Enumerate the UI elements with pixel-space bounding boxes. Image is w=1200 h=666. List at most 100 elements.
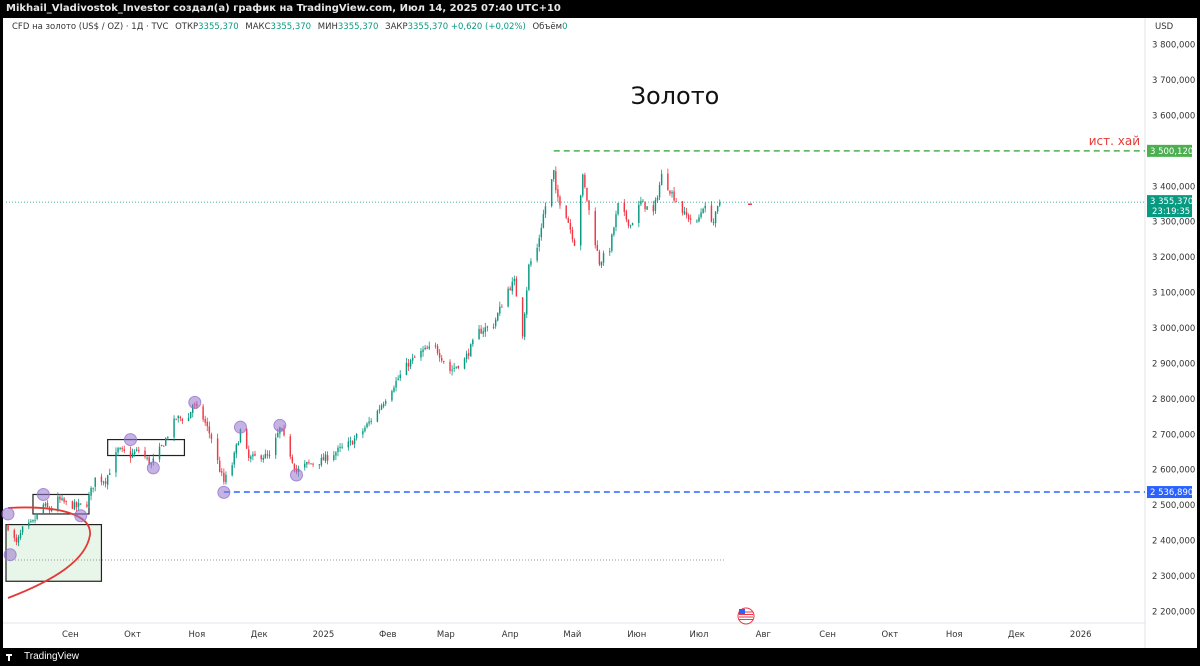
low-label: МИН bbox=[317, 22, 338, 32]
tradingview-logo[interactable]: TradingView bbox=[6, 648, 79, 666]
candle-body bbox=[210, 434, 213, 439]
y-tick-label: 3 100,000 bbox=[1152, 289, 1195, 299]
x-tick-label: Июл bbox=[690, 630, 709, 640]
swing-point-marker bbox=[123, 433, 137, 447]
candle-body bbox=[131, 453, 134, 458]
candle-body bbox=[714, 211, 717, 224]
y-tick-label: 2 300,000 bbox=[1152, 572, 1195, 582]
candle-body bbox=[436, 346, 439, 354]
candle-body bbox=[88, 495, 90, 507]
symbol-name[interactable]: CFD на золото (US$ / OZ) · 1Д · TVC bbox=[12, 22, 169, 32]
candle-body bbox=[542, 214, 545, 228]
candle-body bbox=[515, 278, 518, 297]
y-tick-label: 2 900,000 bbox=[1152, 359, 1195, 369]
y-tick-label: 2 800,000 bbox=[1152, 395, 1195, 405]
candle-body bbox=[698, 217, 700, 222]
candle-body bbox=[470, 344, 472, 357]
x-tick-label: Мар bbox=[437, 630, 455, 640]
candle-body bbox=[380, 405, 383, 410]
candle-body bbox=[173, 418, 175, 438]
candle-body bbox=[231, 465, 233, 476]
candle-body bbox=[449, 361, 451, 372]
symbol-info-bar: CFD на золото (US$ / OZ) · 1Д · TVC ОТКР… bbox=[12, 22, 568, 32]
candle-body bbox=[484, 327, 487, 332]
candle-body bbox=[571, 229, 574, 240]
y-tick-label: 2 700,000 bbox=[1152, 430, 1195, 440]
candle-body bbox=[44, 503, 47, 506]
candle-body bbox=[221, 471, 223, 473]
candle-body bbox=[689, 218, 692, 220]
candle-body bbox=[322, 457, 325, 461]
candle-body bbox=[667, 173, 669, 190]
candle-body bbox=[602, 253, 605, 263]
candle-body bbox=[102, 481, 105, 483]
candle-body bbox=[397, 378, 399, 381]
y-tick-label: 3 700,000 bbox=[1152, 76, 1195, 86]
candle-body bbox=[237, 443, 240, 446]
candle-body bbox=[225, 474, 227, 483]
candle-body bbox=[73, 502, 76, 510]
candle-body bbox=[683, 211, 686, 214]
candle-body bbox=[704, 205, 706, 209]
x-tick-label: Май bbox=[563, 630, 581, 640]
candle-body bbox=[364, 427, 366, 432]
candle-body bbox=[61, 498, 63, 500]
candle-body bbox=[391, 391, 393, 401]
candle-body bbox=[48, 507, 51, 512]
candle-body bbox=[277, 432, 279, 437]
candle-body bbox=[17, 536, 20, 543]
candle-body bbox=[681, 201, 684, 213]
x-tick-label: 2026 bbox=[1070, 630, 1092, 640]
candle-body bbox=[567, 218, 570, 223]
candle-body bbox=[507, 288, 509, 307]
candle-body bbox=[30, 521, 32, 523]
candle-body bbox=[75, 502, 78, 508]
candle-body bbox=[349, 440, 352, 442]
candle-body bbox=[206, 421, 208, 427]
candle-body bbox=[19, 533, 22, 538]
candle-body bbox=[121, 447, 123, 449]
zone-rectangle bbox=[5, 523, 103, 582]
candle-body bbox=[555, 171, 557, 191]
candle-body bbox=[115, 452, 117, 473]
x-tick-label: Авг bbox=[756, 630, 772, 640]
candle-body bbox=[384, 401, 387, 404]
swing-point-marker bbox=[1, 507, 15, 521]
candle-body bbox=[642, 200, 644, 202]
candle-body bbox=[443, 361, 445, 363]
candle-body bbox=[86, 504, 88, 507]
candle-body bbox=[353, 438, 356, 444]
close-value: 3355,370 bbox=[407, 22, 449, 32]
events-icon-canton bbox=[739, 609, 745, 614]
candle-body bbox=[268, 454, 271, 457]
candle-body bbox=[652, 205, 655, 212]
swing-point-marker bbox=[233, 420, 247, 434]
chart-panel[interactable] bbox=[3, 18, 1197, 648]
candle-body bbox=[175, 418, 177, 420]
candle-body bbox=[494, 319, 497, 327]
candle-body bbox=[405, 362, 408, 376]
candle-body bbox=[712, 222, 715, 224]
candle-body bbox=[623, 202, 626, 212]
candle-body bbox=[478, 328, 480, 340]
candle-body bbox=[646, 206, 648, 210]
candle-body bbox=[640, 200, 642, 205]
candle-body bbox=[588, 200, 590, 211]
candle-body bbox=[407, 363, 410, 367]
candle-body bbox=[100, 476, 103, 483]
candle-body bbox=[133, 451, 136, 454]
x-tick-label: Окт bbox=[881, 630, 898, 640]
candle-body bbox=[77, 503, 80, 507]
high-label: МАКС bbox=[245, 22, 271, 32]
candle-body bbox=[579, 195, 582, 246]
candle-body bbox=[627, 219, 630, 226]
candle-body bbox=[50, 509, 53, 512]
candle-body bbox=[347, 441, 350, 448]
candle-body bbox=[254, 453, 256, 456]
candle-body bbox=[65, 500, 67, 502]
candle-body bbox=[90, 487, 92, 496]
currency-label[interactable]: USD bbox=[1155, 22, 1174, 32]
candle-body bbox=[631, 223, 634, 226]
y-tick-label: 2 500,000 bbox=[1152, 501, 1195, 511]
